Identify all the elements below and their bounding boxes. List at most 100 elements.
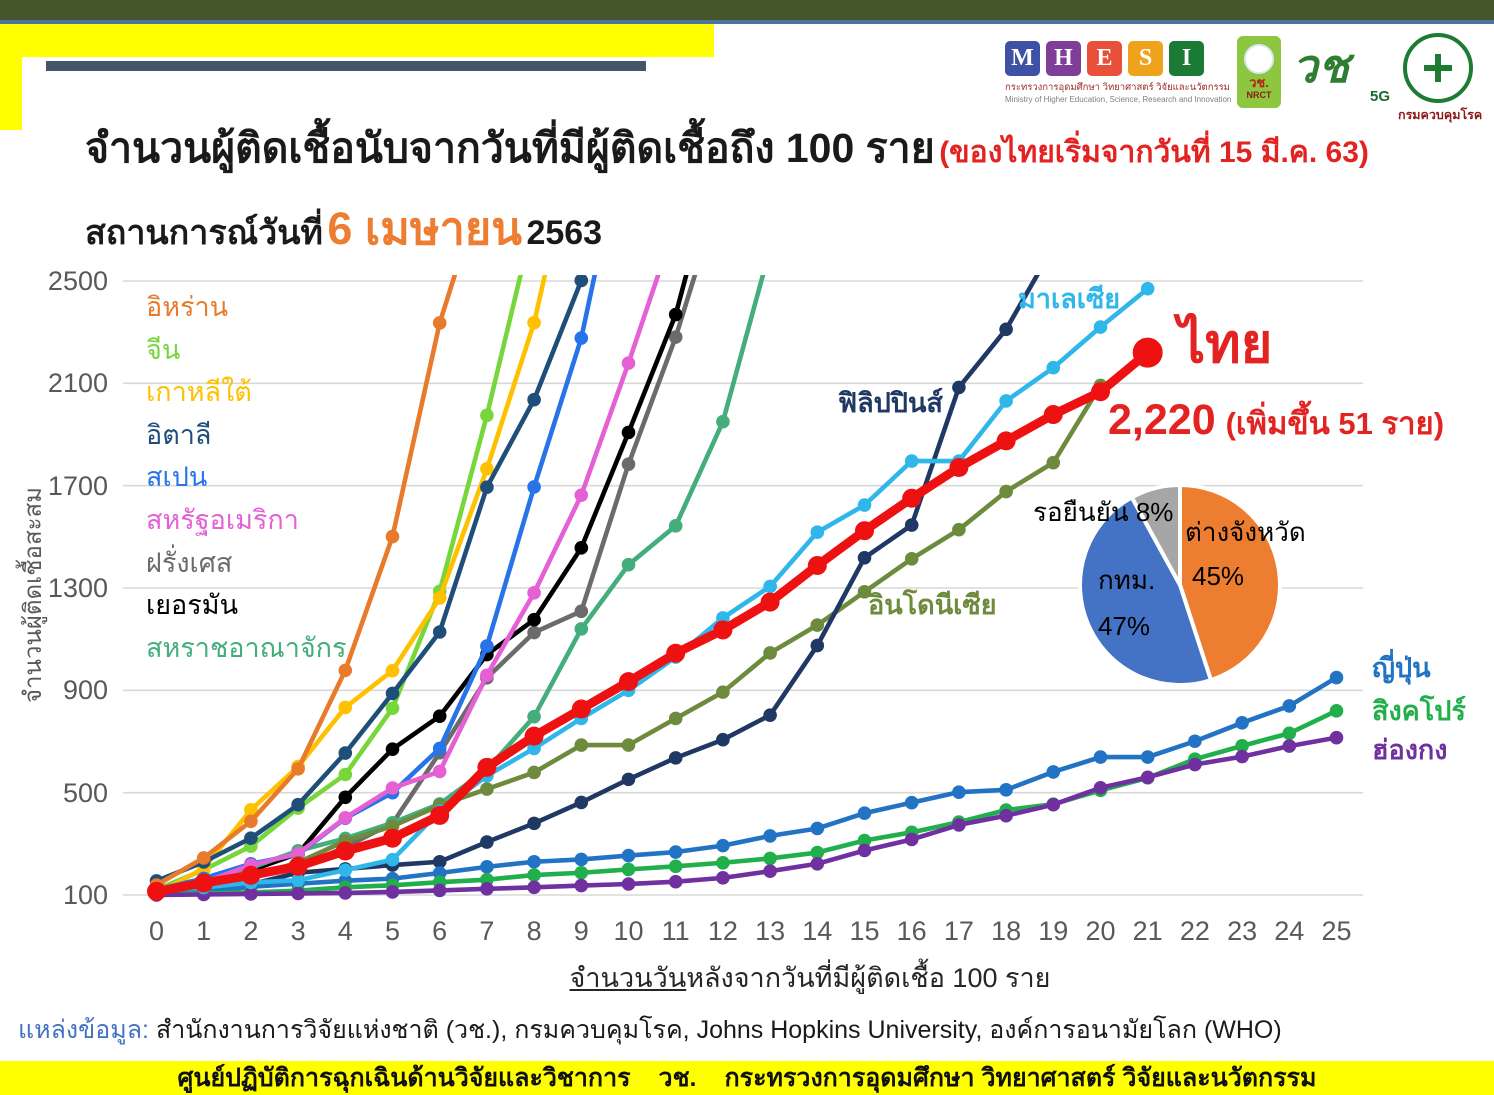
page-subtitle: สถานการณ์วันที่ 6 เมษายน 2563 bbox=[85, 192, 602, 264]
vch-glyph: วช bbox=[1292, 41, 1350, 92]
series-label-thailand: ไทย bbox=[1178, 314, 1273, 374]
x-tick-6: 6 bbox=[432, 916, 448, 946]
x-axis-label: จำนวนวันหลังจากวันที่มีผู้ติดเชื้อ 100 ร… bbox=[540, 956, 1080, 999]
series-line-japan bbox=[149, 670, 1344, 901]
thailand-annotation: 2,220 (เพิ่มขึ้น 51 ราย) bbox=[1108, 396, 1444, 448]
series-line-malaysia bbox=[149, 281, 1155, 898]
footer-text-1: วช. bbox=[658, 1064, 697, 1092]
x-axis-label-underlined: จำนวนวัน bbox=[569, 963, 687, 993]
gridlines bbox=[123, 280, 1363, 896]
x-axis-label-rest: หลังจากวันที่มีผู้ติดเชื้อ 100 ราย bbox=[686, 963, 1051, 993]
legend-item-france: ฝรั่งเศส bbox=[146, 547, 233, 578]
x-tick-11: 11 bbox=[661, 916, 690, 946]
y-tick-500: 500 bbox=[62, 777, 108, 808]
series-label-philippines: ฟิลิปปินส์ bbox=[838, 388, 943, 418]
y-tick-100: 100 bbox=[62, 880, 108, 910]
x-tick-10: 10 bbox=[613, 916, 644, 946]
x-tick-5: 5 bbox=[384, 916, 401, 946]
pie-label-4: 47% bbox=[1098, 611, 1151, 641]
x-tick-3: 3 bbox=[290, 916, 306, 946]
left-yellow-strip bbox=[0, 24, 22, 130]
top-yellow-bar bbox=[0, 24, 714, 57]
pie-label-2: 45% bbox=[1192, 561, 1245, 591]
source-text: สำนักงานการวิจัยแห่งชาติ (วช.), กรมควบคุ… bbox=[155, 1016, 1282, 1044]
data-source-line: แหล่งข้อมูล: สำนักงานการวิจัยแห่งชาติ (ว… bbox=[18, 1010, 1282, 1050]
x-tick-25: 25 bbox=[1321, 916, 1352, 946]
mhesi-thai-caption: กระทรวงการอุดมศึกษา วิทยาศาสตร์ วิจัยและ… bbox=[1005, 82, 1230, 93]
title-main: จำนวนผู้ติดเชื้อนับจากวันที่มีผู้ติดเชื้… bbox=[85, 125, 935, 171]
x-tick-9: 9 bbox=[573, 916, 589, 946]
legend-item-china: จีน bbox=[146, 334, 181, 365]
ddc-logo: กรมควบคุมโรค bbox=[1398, 33, 1483, 125]
slate-accent-bar bbox=[46, 61, 646, 71]
y-tick-2100: 2100 bbox=[47, 368, 108, 399]
title-note: (ของไทยเริ่มจากวันที่ 15 มี.ค. 63) bbox=[939, 136, 1369, 169]
mhesi-letter-h: H bbox=[1046, 41, 1081, 76]
pie-label-1: ต่างจังหวัด bbox=[1185, 517, 1306, 547]
x-tick-8: 8 bbox=[526, 916, 542, 946]
x-tick-0: 0 bbox=[148, 916, 165, 946]
x-tick-7: 7 bbox=[479, 916, 495, 946]
mhesi-letter-e: E bbox=[1087, 41, 1122, 76]
nrct-thai-abbrev: วช. bbox=[1249, 75, 1269, 90]
x-tick-19: 19 bbox=[1038, 916, 1069, 946]
legend-item-germany: เยอรมัน bbox=[146, 590, 239, 621]
subtitle-year: 2563 bbox=[526, 214, 603, 252]
series-label-singapore: สิงคโปร์ bbox=[1372, 696, 1466, 726]
footer-text-2: กระทรวงการอุดมศึกษา วิทยาศาสตร์ วิจัยและ… bbox=[724, 1064, 1317, 1092]
thailand-total-value: 2,220 bbox=[1108, 396, 1216, 444]
series-line-philippines bbox=[149, 275, 1040, 899]
x-tick-1: 1 bbox=[196, 916, 212, 946]
series-label-japan: ญี่ปุ่น bbox=[1372, 653, 1431, 683]
nrct-anniversary-5g-logo: วช 5G bbox=[1292, 41, 1392, 111]
pie-label-0: รอยืนยัน 8% bbox=[1033, 497, 1174, 527]
x-tick-15: 15 bbox=[849, 916, 880, 946]
nrct-emblem-icon bbox=[1244, 44, 1274, 74]
legend-item-usa: สหรัฐอเมริกา bbox=[146, 505, 299, 535]
x-tick-22: 22 bbox=[1179, 916, 1210, 946]
x-tick-20: 20 bbox=[1085, 916, 1116, 946]
top-green-bar bbox=[0, 0, 1494, 20]
y-tick-900: 900 bbox=[62, 675, 108, 706]
pie-label-3: กทม. bbox=[1098, 565, 1156, 595]
x-tick-21: 21 bbox=[1132, 916, 1163, 946]
legend-item-spain: สเปน bbox=[146, 462, 208, 493]
medical-cross-icon bbox=[1424, 54, 1452, 82]
x-tick-18: 18 bbox=[991, 916, 1022, 946]
series-label-malaysia: มาเลเซีย bbox=[1018, 284, 1121, 314]
legend-item-italy: อิตาลี bbox=[146, 419, 212, 450]
series-line-france bbox=[149, 275, 698, 902]
mhesi-letter-m: M bbox=[1005, 41, 1040, 76]
series-label-hongkong: ฮ่องกง bbox=[1372, 735, 1448, 765]
y-axis-label: จำนวนผู้ติดเชื้อสะสม bbox=[20, 487, 47, 703]
legend-item-south_korea: เกาหลีใต้ bbox=[146, 377, 252, 408]
x-tick-13: 13 bbox=[755, 916, 786, 946]
series-label-indonesia: อินโดนีเซีย bbox=[868, 590, 997, 620]
x-tick-4: 4 bbox=[337, 916, 353, 946]
page-title: จำนวนผู้ติดเชื้อนับจากวันที่มีผู้ติดเชื้… bbox=[85, 116, 1369, 181]
ddc-caption: กรมควบคุมโรค bbox=[1398, 108, 1483, 122]
thailand-increase-note: (เพิ่มขึ้น 51 ราย) bbox=[1225, 406, 1445, 441]
y-tick-2500: 2500 bbox=[47, 266, 108, 296]
y-tick-1300: 1300 bbox=[47, 573, 108, 603]
series-line-thailand bbox=[147, 337, 1163, 901]
series-line-hongkong bbox=[149, 730, 1344, 902]
series-line-singapore bbox=[149, 704, 1344, 902]
x-tick-2: 2 bbox=[243, 916, 259, 946]
footer-text-0: ศูนย์ปฏิบัติการฉุกเฉินด้านวิจัยและวิชากา… bbox=[177, 1064, 631, 1092]
x-tick-23: 23 bbox=[1227, 916, 1258, 946]
source-label: แหล่งข้อมูล: bbox=[18, 1016, 149, 1044]
legend-item-iran: อิหร่าน bbox=[146, 292, 229, 322]
mhesi-letter-s: S bbox=[1128, 41, 1163, 76]
five-g-badge: 5G bbox=[1369, 88, 1390, 105]
subtitle-date: 6 เมษายน bbox=[327, 203, 522, 254]
legend-item-uk: สหราชอาณาจักร bbox=[146, 632, 347, 663]
subtitle-prefix: สถานการณ์วันที่ bbox=[85, 214, 323, 252]
mhesi-english-caption: Ministry of Higher Education, Science, R… bbox=[1005, 95, 1232, 104]
y-tick-1700: 1700 bbox=[47, 470, 108, 501]
x-tick-12: 12 bbox=[707, 916, 738, 946]
